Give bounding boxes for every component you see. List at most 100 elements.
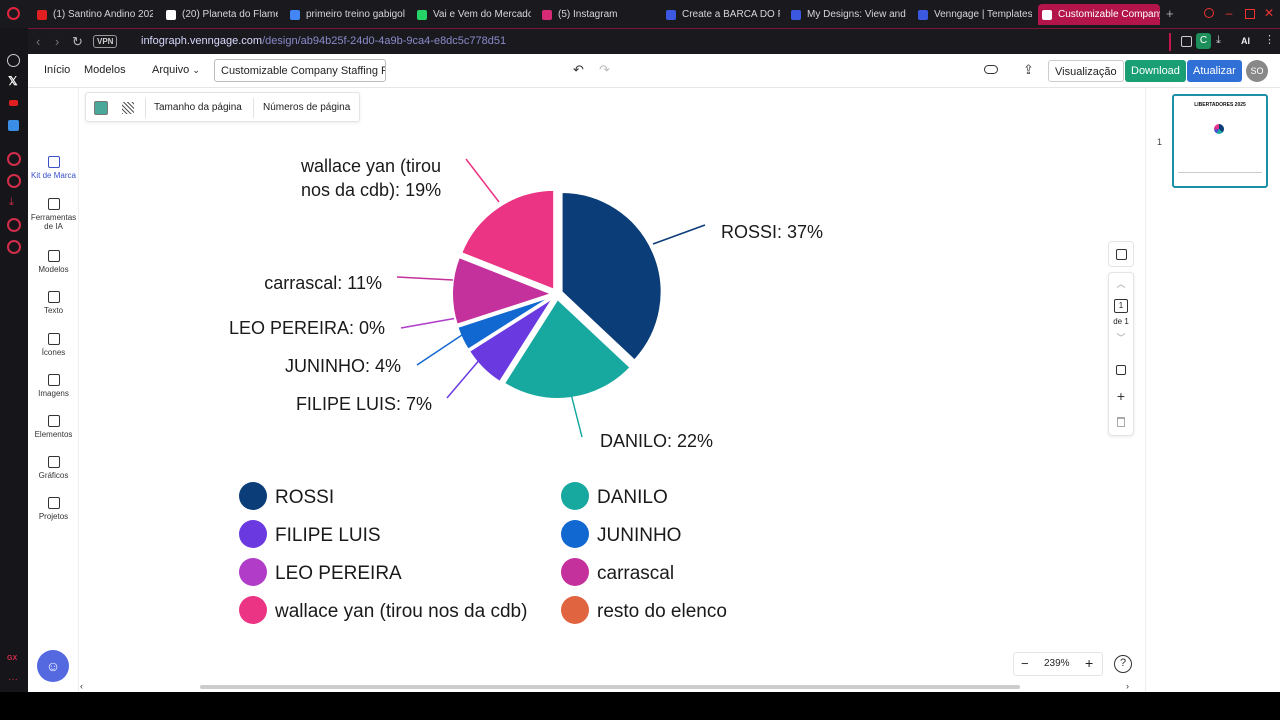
page-down-icon[interactable]: ﹀ [1116,333,1126,343]
background-color-swatch[interactable] [94,101,108,115]
x-sidebar-icon[interactable]: 𝕏 [8,74,18,88]
slice-label[interactable]: wallace yan (tirou [300,156,441,176]
legend-swatch[interactable] [561,520,589,548]
page-up-icon[interactable]: ︿ [1116,279,1126,289]
horizontal-scrollbar[interactable] [200,685,1020,689]
download-icon[interactable]: ⤓ [1216,34,1221,46]
download-button[interactable]: Download [1125,60,1186,82]
history-icon[interactable] [7,174,21,188]
slice-label[interactable]: carrascal: 11% [264,273,382,293]
duplicate-page-icon[interactable] [1116,365,1126,375]
opera-logo-icon[interactable] [7,7,20,20]
visualizacao-button[interactable]: Visualização [1048,60,1124,82]
leftbar-elements[interactable]: Elementos [28,415,79,439]
leftbar-projects[interactable]: Projetos [28,497,79,521]
search-tabs-icon[interactable] [1204,8,1214,18]
settings-icon[interactable] [7,240,21,254]
pie-slice-wallace[interactable] [459,188,556,292]
inicio-link[interactable]: Início [44,64,71,76]
legend-swatch[interactable] [561,558,589,586]
leftbar-icons[interactable]: Ícones [28,333,79,357]
minimize-icon[interactable]: – [1225,6,1233,20]
page-thumbnail[interactable]: LIBERTADORES 2025 [1172,94,1268,188]
zoom-out-button[interactable]: − [1021,656,1029,671]
pie-slice-carrascal[interactable] [451,255,555,327]
legend-swatch[interactable] [561,482,589,510]
browser-tab[interactable]: primeiro treino gabigol cr [286,4,406,25]
page-numbers-button[interactable]: Números de página [263,102,351,113]
back-icon[interactable]: ‹ [36,34,41,49]
browser-tab[interactable]: (1) Santino Andino 2025 - [33,4,153,25]
leftbar-ai-tools[interactable]: Ferramentas de IA [28,198,79,231]
arquivo-menu[interactable]: Arquivo ⌄ [152,64,200,76]
menu-icon[interactable]: ⋮ [1264,34,1275,46]
extensions-puzzle-icon[interactable] [1181,36,1192,47]
pie-chart[interactable]: ROSSI: 37% DANILO: 22% FILIPE LUIS: 7% JUNI… [79,88,1135,692]
atualizar-button[interactable]: Atualizar [1187,60,1242,82]
legend-label[interactable]: FILIPE LUIS [275,525,381,546]
extension-badge[interactable]: C [1196,33,1211,49]
background-pattern-icon[interactable] [122,102,134,114]
legend-label[interactable]: DANILO [597,487,668,508]
legend-swatch[interactable] [561,596,589,624]
add-page-icon[interactable]: + [1116,388,1126,404]
browser-tab[interactable]: (20) Planeta do Flamengo [162,4,278,25]
ai-button[interactable]: AI [1241,36,1250,46]
leftbar-brand-kit[interactable]: Kit de Marca [28,156,79,180]
legend-swatch[interactable] [239,558,267,586]
zoom-level[interactable]: 239% [1044,658,1070,669]
help-button[interactable]: ? [1114,655,1132,673]
browser-tab[interactable]: Venngage | Templates [914,4,1032,25]
redo-icon[interactable]: ↷ [599,62,610,77]
legend-label[interactable]: resto do elenco [597,601,727,622]
zoom-in-button[interactable]: + [1085,655,1094,671]
slice-label[interactable]: nos da cdb): 19% [301,180,441,200]
slice-label[interactable]: LEO PEREIRA: 0% [229,318,385,338]
forward-icon[interactable]: › [55,34,60,49]
downloads-sidebar-icon[interactable]: ⤓ [9,196,14,208]
browser-tab[interactable]: My Designs: View and ed [787,4,907,25]
leftbar-text[interactable]: Texto [28,291,79,315]
vpn-badge[interactable]: VPN [93,35,118,48]
browser-tab[interactable]: (5) Instagram [538,4,646,25]
reload-icon[interactable]: ↻ [72,34,83,49]
slice-label[interactable]: FILIPE LUIS: 7% [296,394,432,414]
speed-dial-icon[interactable] [7,152,21,166]
legend-swatch[interactable] [239,482,267,510]
new-tab-button[interactable]: + [1166,6,1174,21]
slice-label[interactable]: JUNINHO: 4% [285,356,401,376]
leftbar-images[interactable]: Imagens [28,374,79,398]
more-icon[interactable]: ··· [8,674,18,685]
page-size-button[interactable]: Tamanho da página [154,102,242,113]
share-upload-icon[interactable]: ⇪ [1023,62,1034,77]
slice-label[interactable]: DANILO: 22% [600,431,713,451]
close-window-icon[interactable]: ✕ [1263,6,1275,20]
leftbar-templates[interactable]: Modelos [28,250,79,274]
slice-label[interactable]: ROSSI: 37% [721,222,823,242]
browser-tab[interactable]: Create a BARCA DO FLAM [662,4,780,25]
modelos-link[interactable]: Modelos [84,64,126,76]
document-title-input[interactable]: Customizable Company Staffing P... [214,59,386,82]
pie-slice-danilo[interactable] [502,297,632,400]
delete-page-icon[interactable] [1117,417,1125,427]
url-field[interactable]: infograph.venngage.com/design/ab94b25f-2… [141,35,506,47]
legend-swatch[interactable] [239,596,267,624]
browser-tab[interactable]: Vai e Vem do Mercado da [413,4,531,25]
browser-tab[interactable]: Customizable Company St [1038,4,1160,25]
chatgpt-icon[interactable] [7,54,20,67]
leftbar-charts[interactable]: Gráficos [28,456,79,480]
legend-label[interactable]: JUNINHO [597,525,681,546]
pie-slice-juninho[interactable] [456,295,554,352]
undo-icon[interactable]: ↶ [573,62,584,77]
scroll-right-icon[interactable]: › [1126,681,1129,691]
collapse-panel-button[interactable] [1108,241,1134,267]
current-page-box[interactable]: 1 [1114,299,1128,313]
calendar-sidebar-icon[interactable] [8,120,19,131]
legend-swatch[interactable] [239,520,267,548]
ai-assistant-button[interactable]: ☺ [37,650,69,682]
legend-label[interactable]: wallace yan (tirou nos da cdb) [274,601,527,622]
legend-label[interactable]: LEO PEREIRA [275,563,402,584]
cloud-save-icon[interactable] [984,65,998,74]
youtube-sidebar-icon[interactable] [9,100,18,106]
legend-label[interactable]: carrascal [597,563,674,584]
